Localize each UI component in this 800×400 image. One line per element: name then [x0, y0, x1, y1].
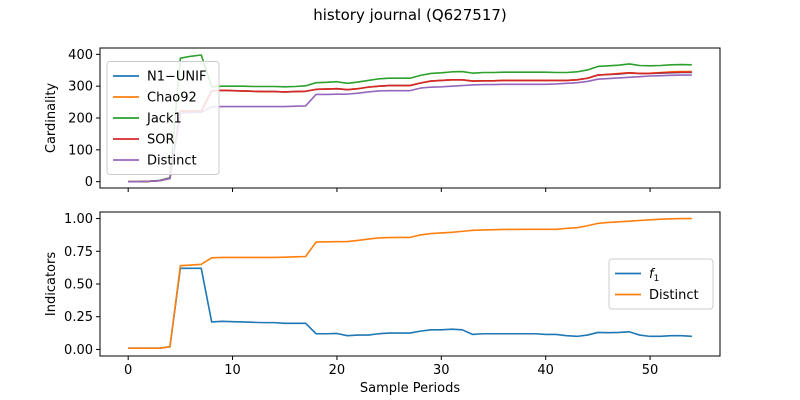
y-tick-label: 100	[68, 143, 93, 158]
indicators-panel: 0 10 20 30 40 50 0.00 0.25 0.50 0.75 1.00 Indicator…	[44, 211, 721, 396]
y-tick-label: 300	[68, 80, 93, 95]
x-tick-label: 20	[329, 363, 346, 378]
x-tick-label: 10	[224, 363, 241, 378]
y-tick-label: 0.00	[64, 343, 93, 358]
legend-entry-label: Jack1	[146, 112, 182, 127]
legend: f1 Distinct	[608, 258, 714, 310]
figure-title: history journal (Q627517)	[313, 6, 507, 24]
x-tick-label: 30	[433, 363, 450, 378]
x-tick-label: 0	[124, 363, 132, 378]
legend-box	[106, 61, 220, 175]
y-axis-label: Indicators	[44, 252, 59, 316]
x-axis-label: Sample Periods	[360, 381, 460, 396]
legend-box	[608, 258, 714, 310]
axes-frame	[99, 47, 721, 189]
series-line-distinct	[128, 74, 692, 183]
legend-entry-label: Chao92	[147, 91, 197, 106]
y-tick-label: 0	[85, 175, 93, 190]
legend-entry-label: f1	[649, 267, 659, 284]
series-line-distinct	[128, 217, 692, 349]
series-line-jack1	[128, 54, 692, 183]
y-tick-label: 400	[68, 48, 93, 63]
y-tick-label: 200	[68, 112, 93, 127]
y-axis-label: Cardinality	[44, 83, 59, 154]
x-tick-label: 40	[537, 363, 554, 378]
y-tick-label: 0.50	[64, 278, 93, 293]
y-tick-label: 0.25	[64, 310, 93, 325]
legend-entry-label: Distinct	[147, 154, 197, 169]
series-line-f1	[128, 267, 692, 349]
series-line-sor	[128, 71, 692, 183]
legend-entry-label: SOR	[147, 133, 175, 148]
legend-entry-label: N1−UNIF	[147, 70, 206, 85]
legend: N1−UNIF Chao92 Jack1 SOR Distinct	[106, 61, 220, 175]
y-tick-label: 1.00	[64, 212, 93, 227]
legend-entry-label: Distinct	[649, 288, 699, 303]
y-tick-label: 0.75	[64, 245, 93, 260]
cardinality-panel: 0 100 200 300 400 Cardinality N1−UNIF Chao92 Jac…	[44, 47, 721, 192]
x-tick-label: 50	[642, 363, 659, 378]
axes-frame	[99, 211, 721, 357]
